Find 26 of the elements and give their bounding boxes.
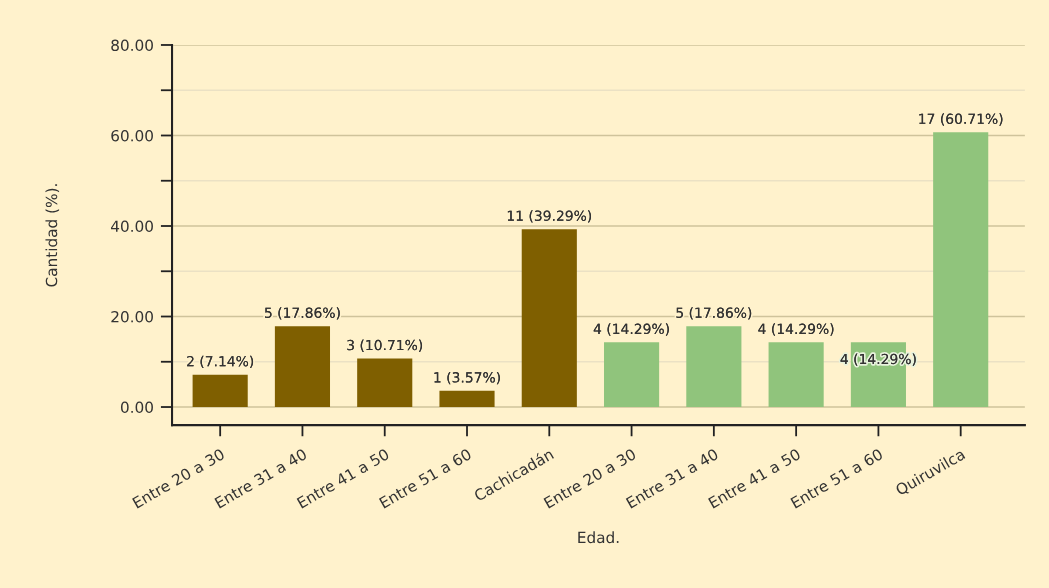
bar [274, 326, 331, 408]
data-label: 11 (39.29%) [507, 210, 592, 223]
bar [768, 342, 824, 408]
data-label: 2 (7.14%) [187, 355, 254, 369]
bar [604, 342, 660, 408]
bar [357, 358, 413, 408]
data-label: 4 (14.29%) [758, 323, 834, 336]
bar [686, 326, 742, 408]
data-label: 1 (3.57%) [434, 371, 500, 385]
y-tick-label: 0.00 [120, 401, 153, 414]
data-label: 4 (14.29%) [840, 353, 916, 366]
bar [933, 132, 989, 408]
x-axis-title: Edad. [578, 531, 619, 544]
y-tick-label: 20.00 [111, 310, 153, 323]
data-label: 17 (60.71%) [919, 113, 1003, 126]
y-tick-label: 60.00 [111, 129, 153, 142]
bar [192, 374, 248, 408]
bar [521, 229, 577, 408]
bar [439, 390, 495, 408]
data-label: 4 (14.29%) [593, 323, 669, 336]
y-axis-title: Cantidad (%). [45, 184, 60, 287]
y-tick-label: 40.00 [110, 220, 153, 233]
y-tick-label: 80.00 [111, 39, 153, 51]
data-label: 5 (17.86%) [676, 307, 752, 320]
data-label: 3 (10.71%) [347, 339, 423, 352]
data-label: 5 (17.86%) [265, 307, 340, 320]
